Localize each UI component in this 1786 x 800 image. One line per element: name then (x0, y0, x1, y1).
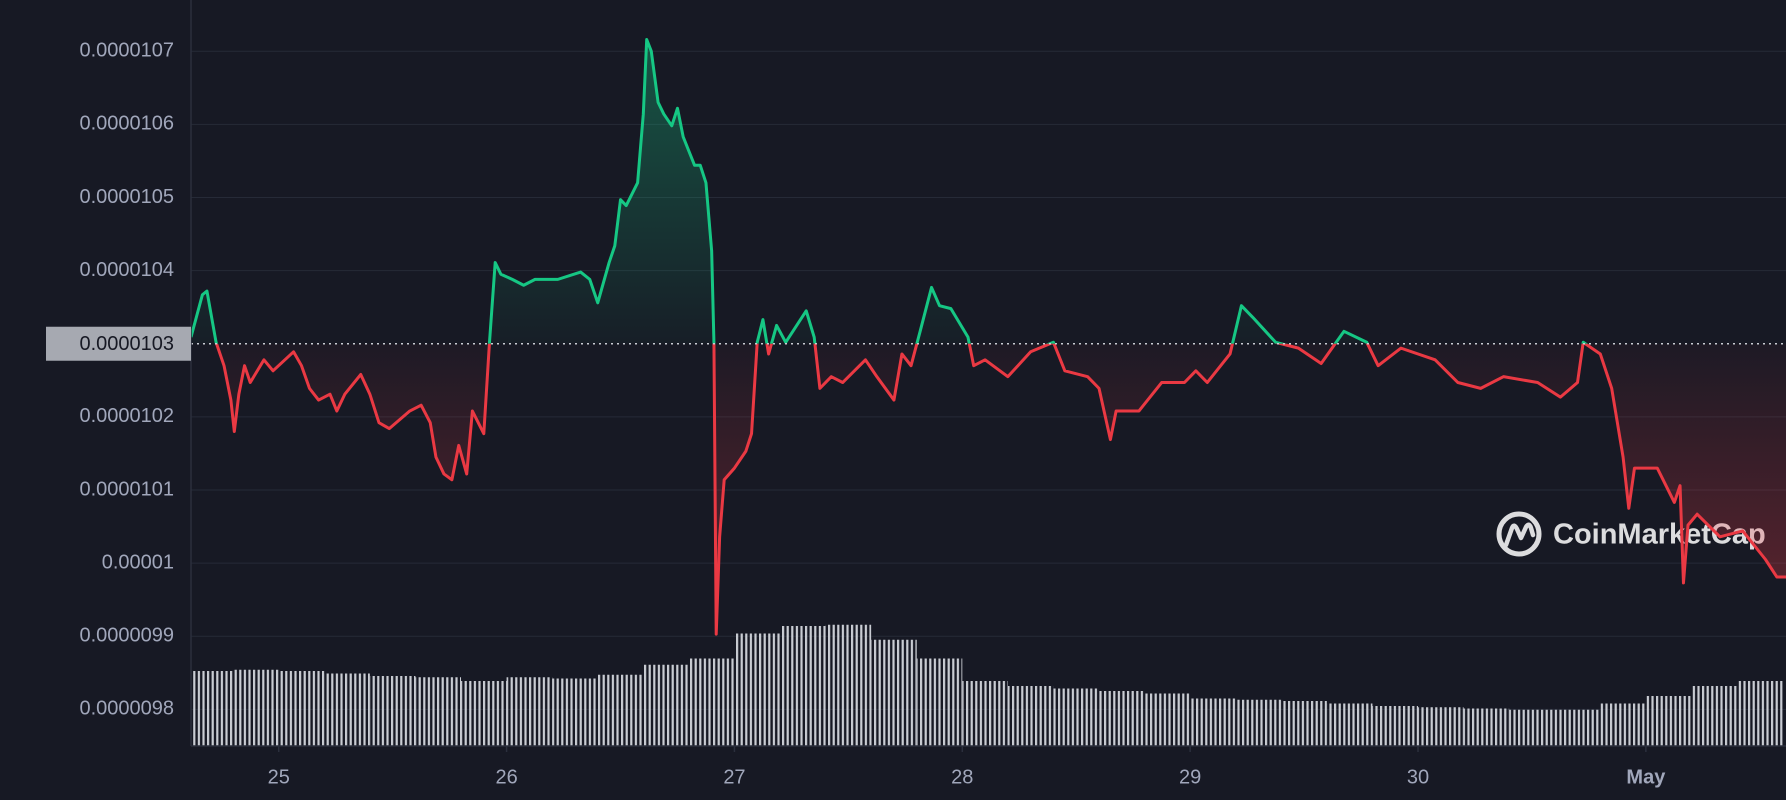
volume-bar (1144, 693, 1191, 746)
y-tick-label: 0.0000101 (79, 478, 174, 500)
x-tick-label: May (1626, 766, 1666, 788)
y-tick-label: 0.0000099 (79, 625, 174, 647)
volume-bar (278, 671, 325, 746)
y-tick-label: 0.0000104 (79, 259, 174, 281)
volume-bar (324, 673, 370, 746)
volume-bar (916, 658, 963, 746)
volume-bar (825, 624, 872, 746)
x-tick-label: 28 (951, 766, 973, 788)
volume-bar (1190, 698, 1236, 746)
volume-bar (1372, 706, 1419, 746)
volume-bar (962, 681, 1008, 746)
logo-mark (1503, 522, 1536, 548)
area-below (216, 343, 1786, 635)
logo-ring (1496, 511, 1542, 557)
price (191, 37, 1786, 636)
volume-bar (871, 639, 917, 746)
volume-bar (734, 633, 781, 746)
volume-bar (461, 681, 507, 746)
volume-bar (688, 658, 735, 746)
volume-bar (1099, 691, 1145, 746)
volume-bar (1463, 708, 1510, 746)
volume (191, 624, 1783, 746)
volume-bar (506, 677, 553, 746)
volume-bar (1645, 696, 1692, 746)
volume-bar (1509, 709, 1555, 746)
y-tick-label: 0.00001 (102, 551, 174, 573)
volume-bar (1053, 688, 1100, 746)
volume-bar (1691, 686, 1738, 746)
volume-bar (1007, 686, 1054, 746)
volume-bar (233, 669, 279, 746)
volume-bar (415, 677, 462, 746)
x-tick-label: 26 (495, 766, 517, 788)
volume-bar (643, 664, 689, 746)
x-tick-label: 29 (1179, 766, 1201, 788)
y-tick-label: 0.0000098 (79, 698, 174, 720)
volume-bar (369, 676, 416, 746)
volume-bar (780, 626, 826, 746)
baseline-label: 0.0000103 (79, 333, 174, 355)
volume-bar (1554, 709, 1601, 746)
volume-bar (191, 671, 234, 746)
baseline-label-box (46, 326, 191, 361)
volume-bar (1418, 707, 1464, 746)
y-tick-label: 0.0000107 (79, 39, 174, 61)
volume-bar (1600, 703, 1646, 746)
y-tick-label: 0.0000106 (79, 113, 174, 135)
volume-bar (1281, 701, 1327, 746)
volume-bar (1737, 681, 1783, 746)
line-above (191, 37, 1589, 344)
y-tick-label: 0.0000105 (79, 186, 174, 208)
x-tick-label: 27 (723, 766, 745, 788)
volume-bar (552, 678, 598, 746)
x-tick-label: 30 (1407, 766, 1429, 788)
volume-bar (1326, 703, 1373, 746)
line-below (214, 343, 1786, 636)
volume-bar (1235, 699, 1282, 746)
volume-bar (597, 674, 644, 746)
x-tick-label: 25 (268, 766, 290, 788)
labels: 0.0000098 0.0000099 0.00001 0.0000101 0.0000… (46, 39, 1666, 788)
y-tick-label: 0.0000102 (79, 405, 174, 427)
